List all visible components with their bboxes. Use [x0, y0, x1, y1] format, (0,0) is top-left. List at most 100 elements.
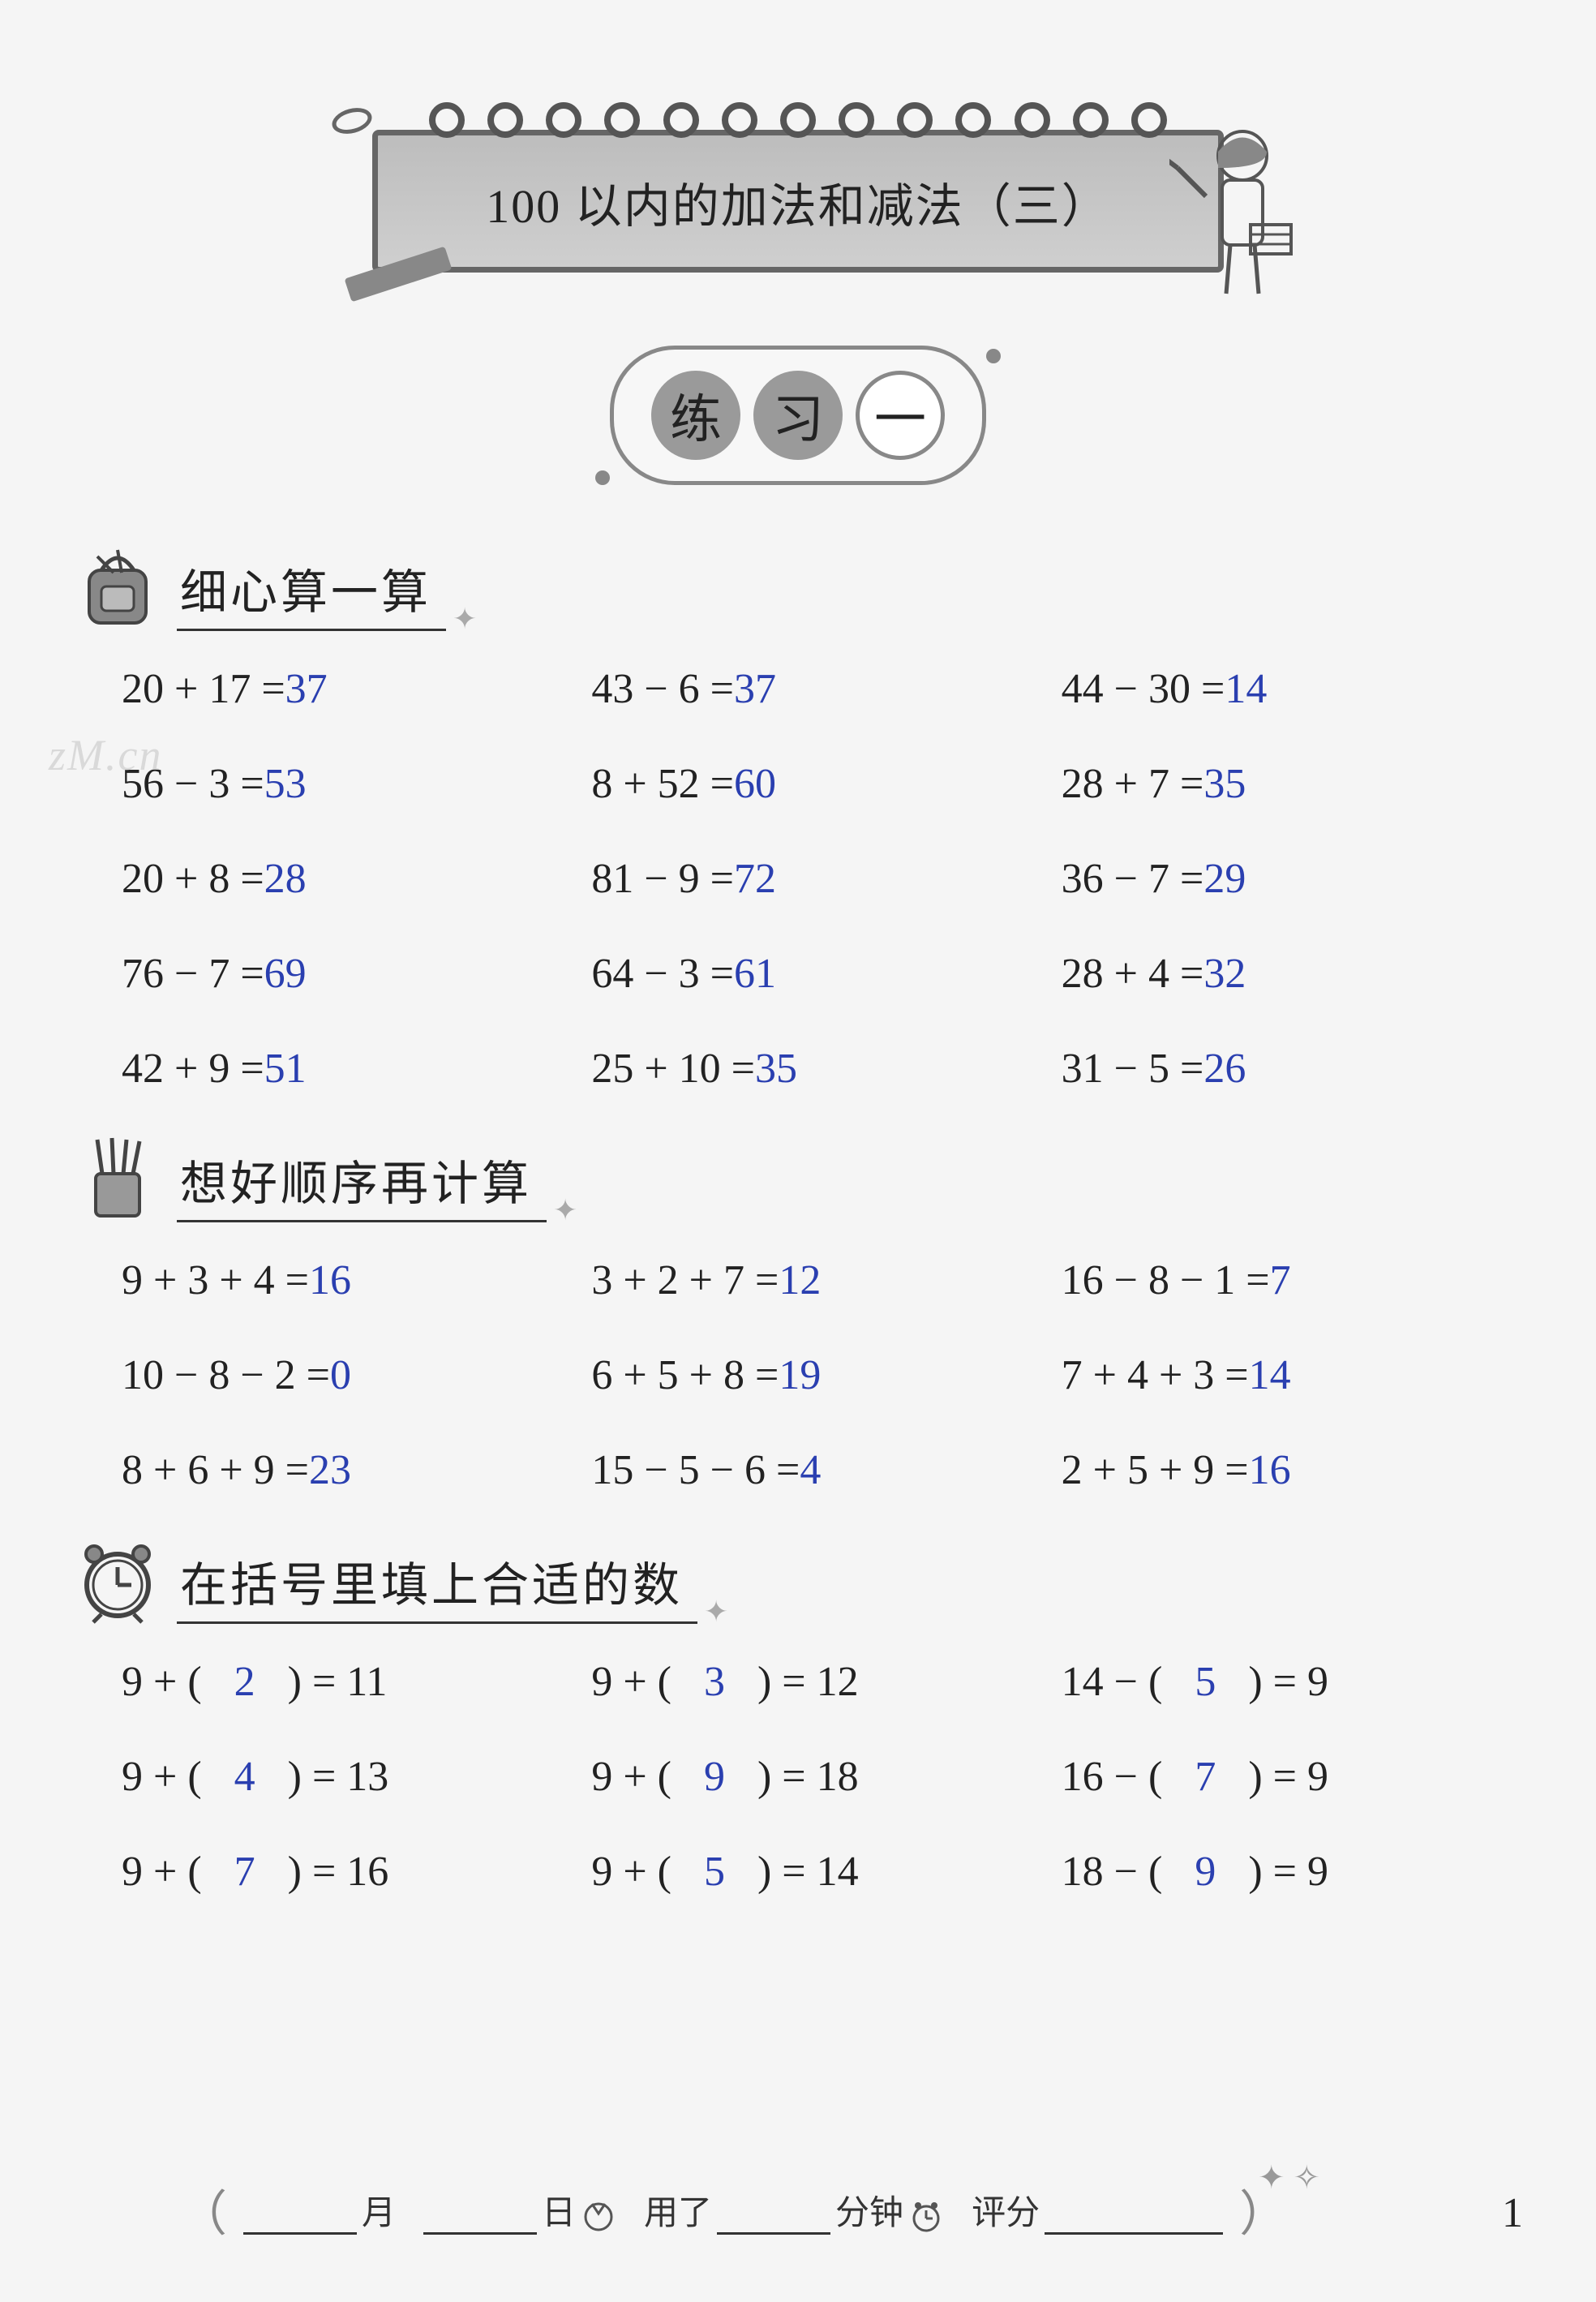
alarm-clock-icon [73, 1535, 162, 1624]
watermark: zM.cn [49, 730, 162, 780]
problem-expression: 64 − 3 = [591, 951, 734, 997]
problem-expression: 2 + 5 + 9 = [1062, 1447, 1249, 1493]
problem-fill-answer: 5 [693, 1848, 736, 1896]
problem-answer: 72 [734, 856, 776, 902]
problem-expression: 10 − 8 − 2 = [122, 1352, 330, 1398]
problem: 7 + 4 + 3 =14 [1062, 1351, 1515, 1399]
problem: 8 + 52 =60 [591, 760, 1045, 808]
problem-answer: 32 [1203, 951, 1246, 997]
problem-answer: 26 [1203, 1046, 1246, 1092]
chapter-title: 100 以内的加法和减法（三） [402, 168, 1194, 236]
problem-suffix: ) = 14 [757, 1849, 859, 1895]
star-icon: ✦ [704, 1595, 728, 1629]
problem-expression: 15 − 5 − 6 = [591, 1447, 800, 1493]
section: 想好顺序再计算✦9 + 3 + 4 =163 + 2 + 7 =1216 − 8… [73, 1133, 1531, 1494]
problem-suffix: ) = 12 [757, 1659, 859, 1705]
problem-expression: 44 − 30 = [1062, 666, 1225, 712]
problem: 25 + 10 =35 [591, 1045, 1045, 1093]
problem: 44 − 30 =14 [1062, 665, 1515, 713]
problem-expression: 20 + 8 = [122, 856, 264, 902]
section-header: 想好顺序再计算✦ [73, 1133, 1531, 1222]
problem-expression: 7 + 4 + 3 = [1062, 1352, 1249, 1398]
problem-answer: 61 [734, 951, 776, 997]
problem-expression: 81 − 9 = [591, 856, 734, 902]
problem: 9 + ( 9 ) = 18 [591, 1753, 1045, 1801]
problem-grid: 9 + ( 2 ) = 119 + ( 3 ) = 1214 − ( 5 ) =… [122, 1658, 1515, 1896]
problem-answer: 35 [1203, 761, 1246, 807]
problem-prefix: 9 + ( [122, 1754, 202, 1800]
section-title: 在括号里填上合适的数 [177, 1547, 697, 1624]
problem-prefix: 9 + ( [122, 1659, 202, 1705]
problem-answer: 53 [264, 761, 307, 807]
problem: 8 + 6 + 9 =23 [122, 1446, 575, 1494]
problem-prefix: 14 − ( [1062, 1659, 1163, 1705]
planet-icon [329, 104, 375, 138]
problem-prefix: 18 − ( [1062, 1849, 1163, 1895]
problem: 9 + 3 + 4 =16 [122, 1256, 575, 1304]
problem-prefix: 9 + ( [591, 1849, 671, 1895]
page-number: 1 [1502, 2189, 1523, 2237]
section-header: 细心算一算✦ [73, 542, 1531, 631]
medal-icon [581, 2199, 616, 2235]
teacher-illustration [1169, 119, 1315, 298]
problem: 3 + 2 + 7 =12 [591, 1256, 1045, 1304]
problem-expression: 43 − 6 = [591, 666, 734, 712]
problem-answer: 29 [1203, 856, 1246, 902]
problem-answer: 12 [779, 1257, 821, 1303]
problem-fill-answer: 3 [693, 1658, 736, 1706]
problem-answer: 4 [800, 1447, 821, 1493]
problem-expression: 36 − 7 = [1062, 856, 1204, 902]
problem: 28 + 7 =35 [1062, 760, 1515, 808]
problem-answer: 37 [285, 666, 328, 712]
problem-fill-answer: 9 [693, 1753, 736, 1801]
problem-expression: 6 + 5 + 8 = [591, 1352, 779, 1398]
section: 在括号里填上合适的数✦9 + ( 2 ) = 119 + ( 3 ) = 121… [73, 1535, 1531, 1896]
footer-used-label: 用了 [644, 2185, 712, 2235]
pencil-icon [345, 247, 453, 303]
problem-expression: 20 + 17 = [122, 666, 285, 712]
problem-answer: 7 [1270, 1257, 1291, 1303]
problem: 9 + ( 3 ) = 12 [591, 1658, 1045, 1706]
problem-expression: 8 + 6 + 9 = [122, 1447, 309, 1493]
problem-fill-answer: 5 [1183, 1658, 1227, 1706]
problem-grid: 9 + 3 + 4 =163 + 2 + 7 =1216 − 8 − 1 =71… [122, 1256, 1515, 1494]
problem-prefix: 9 + ( [591, 1754, 671, 1800]
problem: 20 + 17 =37 [122, 665, 575, 713]
problem-answer: 0 [330, 1352, 351, 1398]
footer-month-label: 月 [362, 2185, 396, 2235]
problem: 9 + ( 4 ) = 13 [122, 1753, 575, 1801]
problem: 31 − 5 =26 [1062, 1045, 1515, 1093]
problem: 56 − 3 =53 [122, 760, 575, 808]
problem-grid: 20 + 17 =3743 − 6 =3744 − 30 =1456 − 3 =… [122, 665, 1515, 1093]
practice-char-2: 习 [753, 371, 843, 460]
problem: 43 − 6 =37 [591, 665, 1045, 713]
problem-expression: 31 − 5 = [1062, 1046, 1204, 1092]
problem-expression: 28 + 4 = [1062, 951, 1204, 997]
problem-suffix: ) = 9 [1248, 1754, 1328, 1800]
practice-char-3: 一 [856, 371, 945, 460]
footer-day-label: 日 [542, 2185, 576, 2235]
problem-answer: 35 [755, 1046, 797, 1092]
problem: 16 − 8 − 1 =7 [1062, 1256, 1515, 1304]
problem: 76 − 7 =69 [122, 950, 575, 998]
problem-expression: 25 + 10 = [591, 1046, 755, 1092]
problem: 16 − ( 7 ) = 9 [1062, 1753, 1515, 1801]
problem-expression: 8 + 52 = [591, 761, 734, 807]
problem: 9 + ( 5 ) = 14 [591, 1848, 1045, 1896]
problem: 14 − ( 5 ) = 9 [1062, 1658, 1515, 1706]
problem: 15 − 5 − 6 =4 [591, 1446, 1045, 1494]
problem-expression: 76 − 7 = [122, 951, 264, 997]
problem: 64 − 3 =61 [591, 950, 1045, 998]
problem: 36 − 7 =29 [1062, 855, 1515, 903]
problem-answer: 16 [1249, 1447, 1291, 1493]
problem: 2 + 5 + 9 =16 [1062, 1446, 1515, 1494]
problem-expression: 28 + 7 = [1062, 761, 1204, 807]
footer-stars-icon: ✦ ✧ [1258, 2158, 1320, 2197]
problem-answer: 16 [309, 1257, 351, 1303]
problem: 6 + 5 + 8 =19 [591, 1351, 1045, 1399]
problem-expression: 9 + 3 + 4 = [122, 1257, 309, 1303]
problem-suffix: ) = 18 [757, 1754, 859, 1800]
problem-expression: 3 + 2 + 7 = [591, 1257, 779, 1303]
problem: 81 − 9 =72 [591, 855, 1045, 903]
problem-prefix: 9 + ( [122, 1849, 202, 1895]
